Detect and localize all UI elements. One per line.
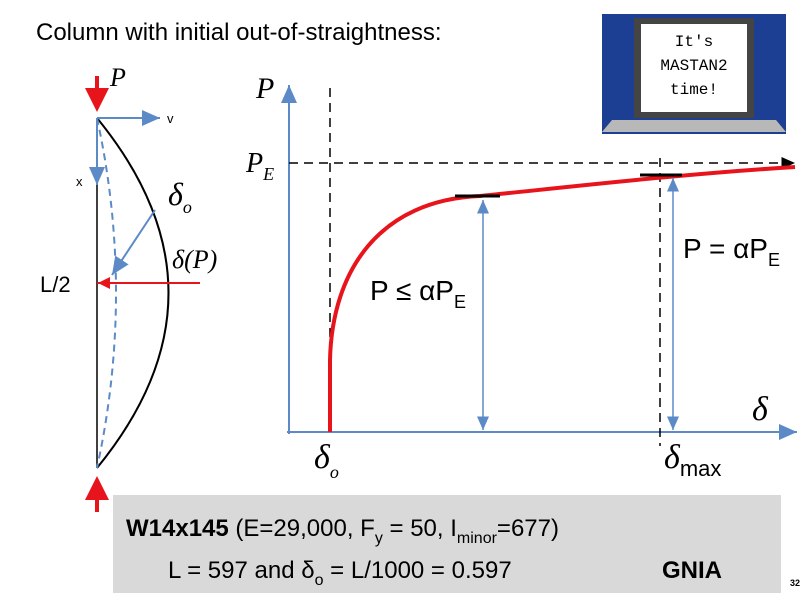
upper-bound-label: P = αPE xyxy=(683,233,780,270)
text: (E=29,000, F xyxy=(229,515,375,542)
subscript: max xyxy=(680,456,722,481)
text: = L/1000 = 0.597 xyxy=(324,557,512,584)
v-label: v xyxy=(167,111,174,126)
properties-line: W14x145 (E=29,000, Fy = 50, Iminor=677) xyxy=(126,515,559,547)
properties-box: W14x145 (E=29,000, Fy = 50, Iminor=677) … xyxy=(113,495,781,593)
y-axis-label: P xyxy=(255,72,274,105)
symbol: δ xyxy=(314,439,331,476)
badge-line: time! xyxy=(670,81,718,99)
delta-p-label: δ(P) xyxy=(172,245,217,274)
lower-bound-label: P ≤ αPE xyxy=(370,275,466,312)
load-deflection-graph: P δ PE δo δmax P ≤ αPE P = αPE xyxy=(245,72,797,482)
euler-load-label: PE xyxy=(245,148,274,184)
delta-o-label: δo xyxy=(168,176,192,217)
subscript: E xyxy=(454,292,466,312)
x-label: x xyxy=(76,174,83,189)
badge-line: MASTAN2 xyxy=(660,57,727,75)
box-background xyxy=(113,495,781,593)
initial-shape xyxy=(96,117,117,469)
expression: P = αP xyxy=(683,233,768,264)
subscript: E xyxy=(262,164,274,184)
x-axis-label: δ xyxy=(752,391,769,428)
subscript: o xyxy=(330,462,339,482)
badge-line: It's xyxy=(675,33,713,51)
subscript: minor xyxy=(457,530,498,547)
analysis-tag: GNIA xyxy=(662,557,722,584)
delta-o-pointer xyxy=(111,209,156,276)
mid-height-label: L/2 xyxy=(40,272,71,297)
expression: P ≤ αP xyxy=(370,275,454,306)
delta-max-label: δmax xyxy=(664,439,721,481)
text: =677) xyxy=(497,515,559,542)
column-sketch: P v x δo δ(P) L/2 xyxy=(40,63,217,512)
page-number: 32 xyxy=(790,578,800,588)
subscript: o xyxy=(183,197,192,217)
subscript: y xyxy=(375,530,383,547)
deflected-shape xyxy=(96,117,170,469)
properties-line: L = 597 and δo = L/1000 = 0.597 xyxy=(168,557,512,589)
laptop-base xyxy=(602,120,786,132)
text: L = 597 and δ xyxy=(168,557,315,584)
section: W14x145 xyxy=(126,515,229,542)
symbol: δ xyxy=(168,176,184,212)
delta-o-label: δo xyxy=(314,439,339,482)
subscript: o xyxy=(315,572,324,589)
subscript: E xyxy=(768,250,780,270)
slide-title: Column with initial out-of-straightness: xyxy=(36,19,442,46)
load-label: P xyxy=(109,63,126,92)
symbol: P xyxy=(245,148,263,179)
laptop-screen xyxy=(641,24,747,112)
symbol: δ xyxy=(664,439,681,476)
mastan-badge: It's MASTAN2 time! xyxy=(602,14,786,134)
text: = 50, I xyxy=(383,515,457,542)
